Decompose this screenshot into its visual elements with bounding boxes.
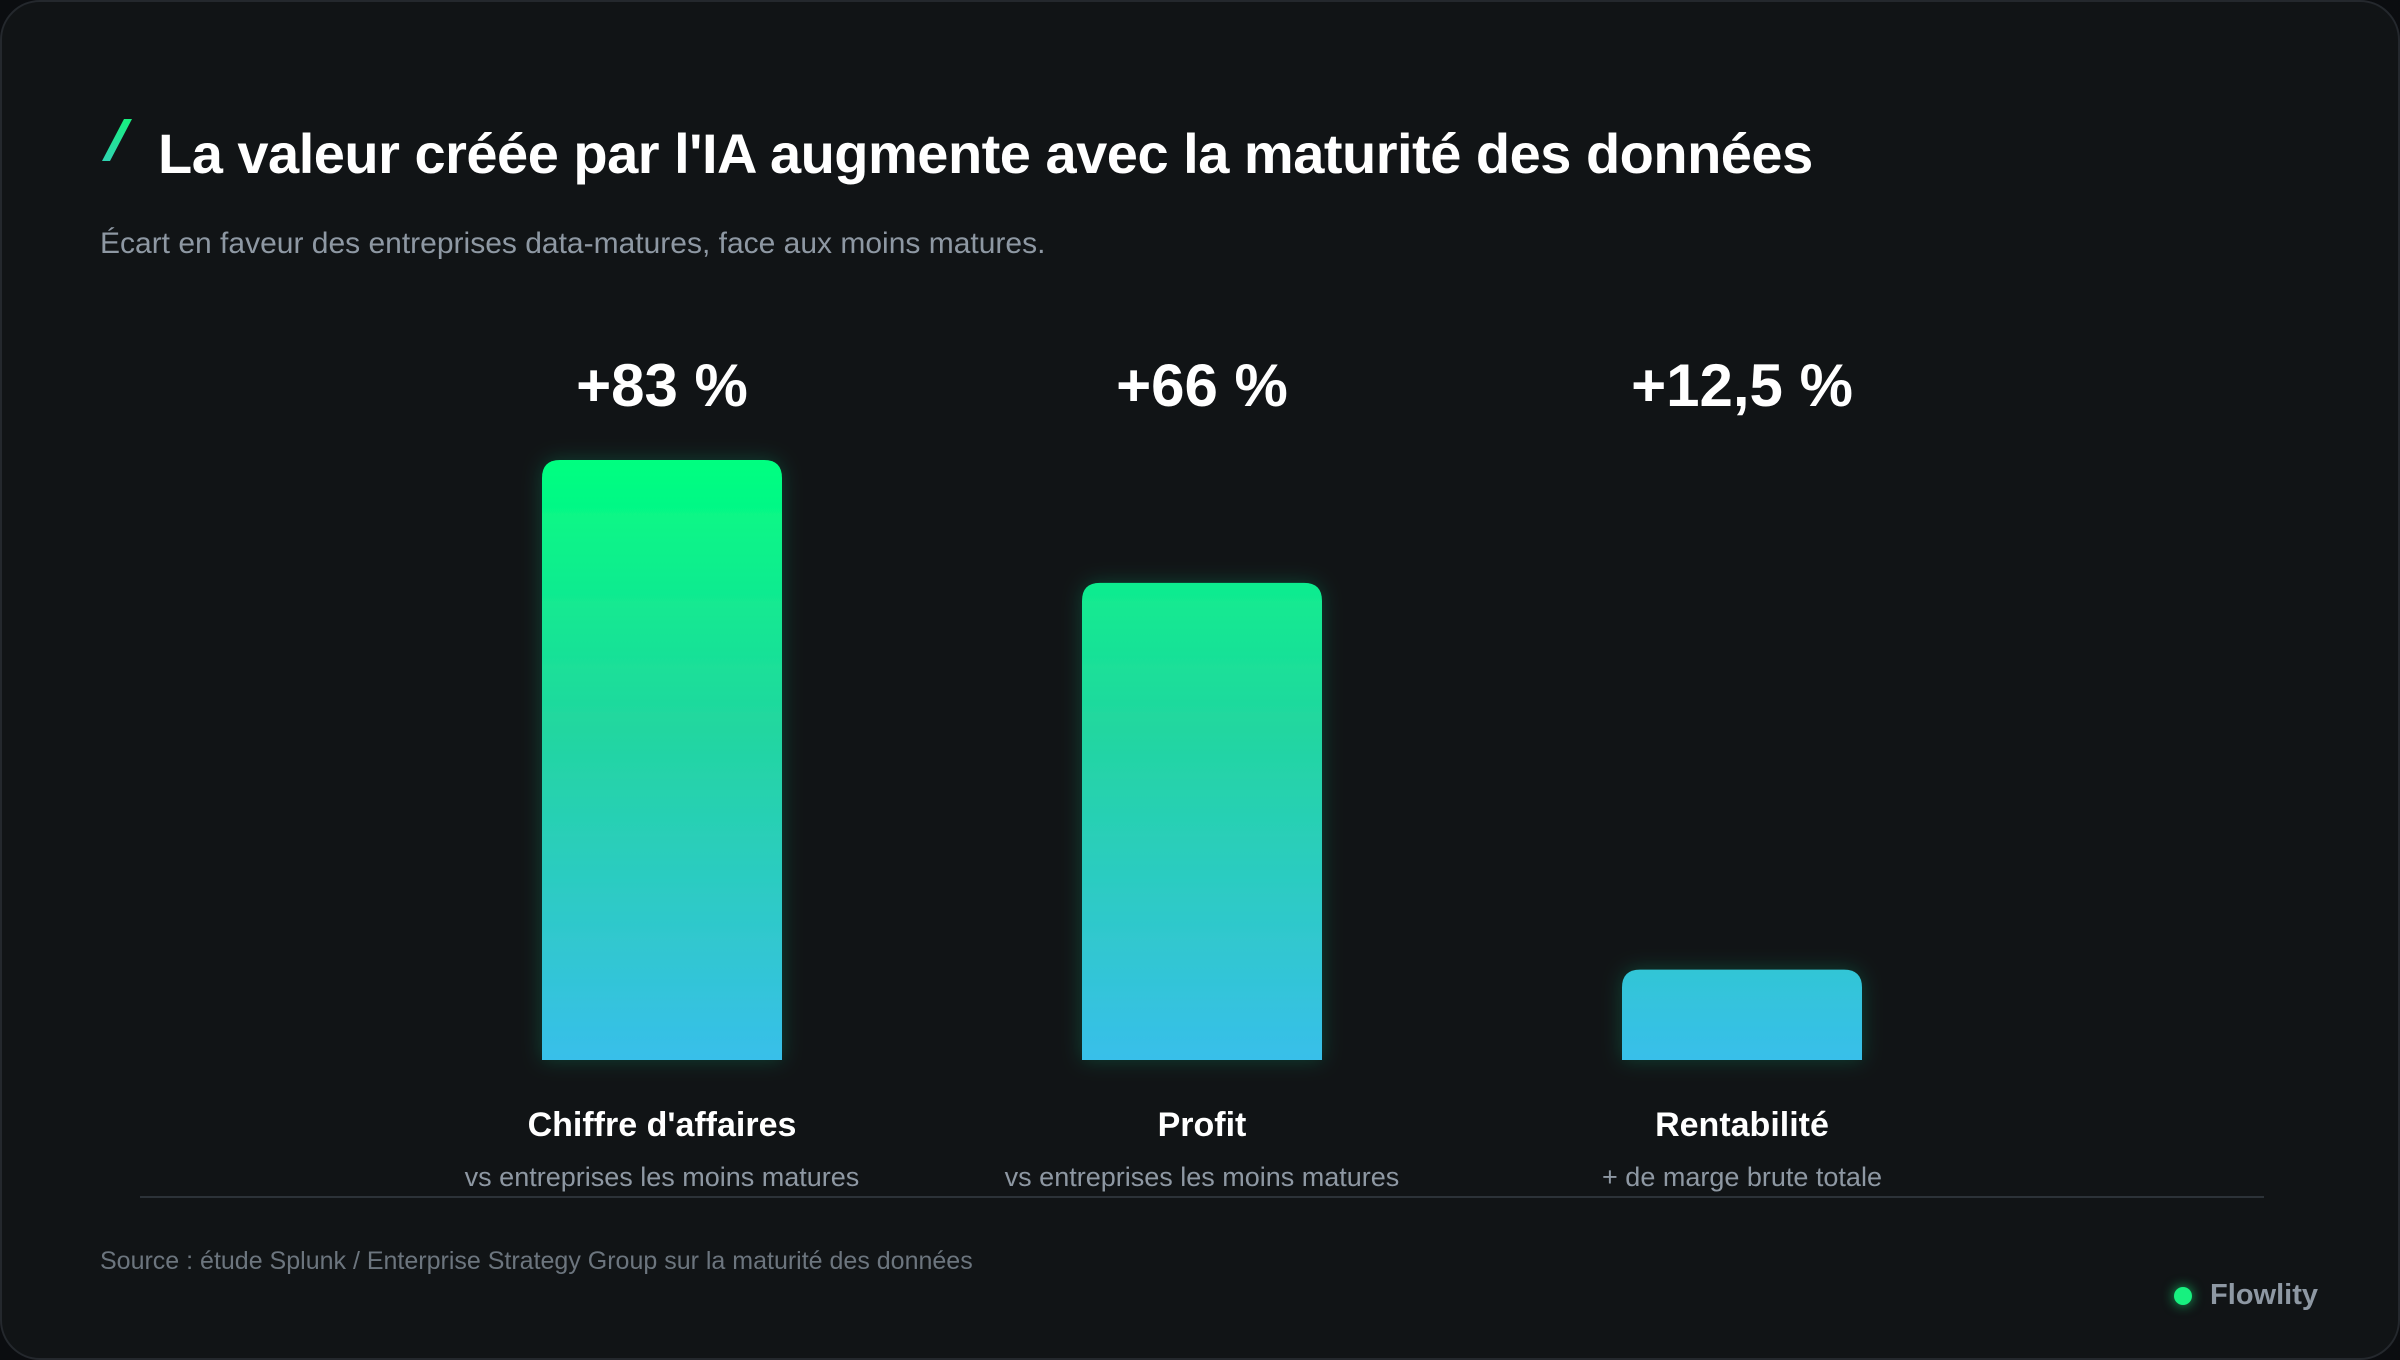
brand-dot-icon	[2174, 1286, 2193, 1305]
category-label-2: Profit	[1158, 1106, 1247, 1144]
brand-name: Flowlity	[2210, 1279, 2318, 1311]
category-sublabel-2: vs entreprises les moins matures	[1005, 1162, 1400, 1192]
brand-logo: Flowlity	[2174, 1279, 2318, 1312]
bar-1	[542, 460, 782, 1060]
category-sublabel-3: + de marge brute totale	[1602, 1162, 1882, 1192]
chart-title: La valeur créée par l'IA augmente avec l…	[158, 122, 1813, 185]
value-label-2: +66 %	[1116, 352, 1288, 419]
value-label-3: +12,5 %	[1631, 352, 1853, 419]
source-note: Source : étude Splunk / Enterprise Strat…	[100, 1247, 973, 1275]
chart-subtitle: Écart en faveur des entreprises data-mat…	[100, 227, 1046, 260]
bar-2	[1082, 582, 1322, 1060]
accent-slash-icon	[102, 119, 132, 161]
value-label-1: +83 %	[576, 352, 748, 419]
category-sublabel-1: vs entreprises les moins matures	[465, 1162, 860, 1192]
category-label-1: Chiffre d'affaires	[528, 1106, 797, 1144]
category-label-3: Rentabilité	[1655, 1106, 1829, 1144]
bar-3	[1622, 969, 1862, 1060]
